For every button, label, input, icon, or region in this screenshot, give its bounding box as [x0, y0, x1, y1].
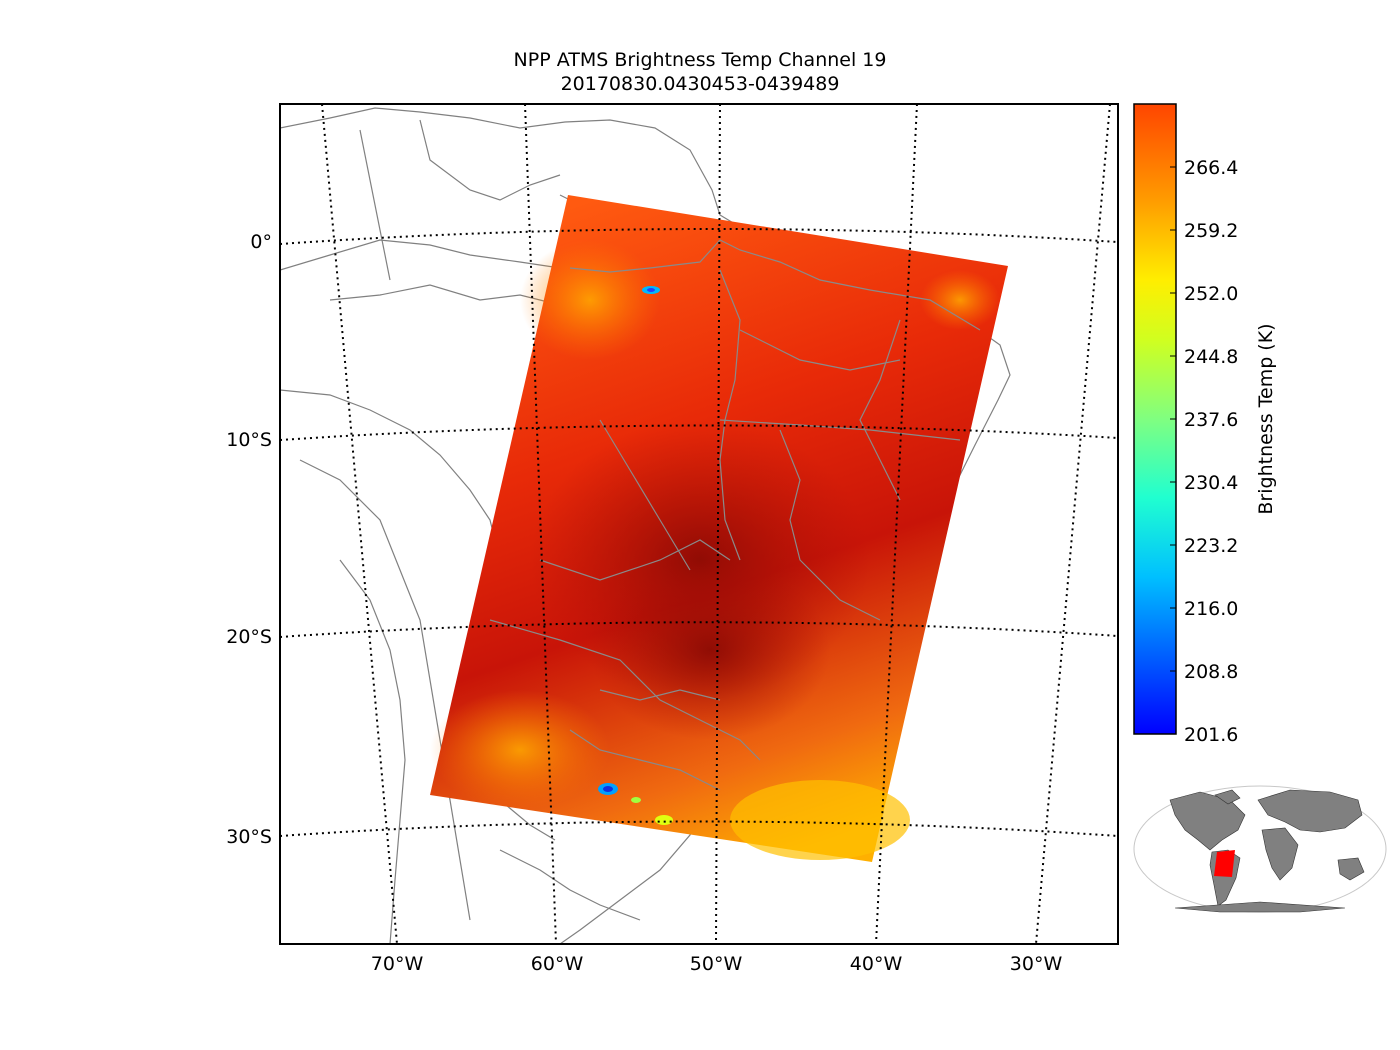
colorbar-tick-label: 259.2 [1184, 220, 1238, 242]
colorbar-tick-label: 216.0 [1184, 598, 1238, 620]
title-line-2: 20170830.0430453-0439489 [560, 73, 840, 95]
lat-label-20s: 20°S [226, 626, 272, 648]
lon-label-70w: 70°W [371, 953, 424, 975]
lat-label-30s: 30°S [226, 826, 272, 848]
map-frame [279, 103, 1119, 945]
colorbar-tick-label: 237.6 [1184, 409, 1238, 431]
lon-label-30w: 30°W [1010, 953, 1063, 975]
colorbar-tick-label: 208.8 [1184, 661, 1238, 683]
colorbar-tick-label: 230.4 [1184, 472, 1238, 494]
longitude-labels: 70°W 60°W 50°W 40°W 30°W [371, 953, 1063, 975]
brightness-swath [430, 195, 1008, 862]
inset-globe [1133, 785, 1387, 913]
colorbar-tick-label: 223.2 [1184, 535, 1238, 557]
colorbar-label: Brightness Temp (K) [1255, 323, 1277, 514]
colorbar-ticks: 201.6 208.8 216.0 223.2 230.4 237.6 244.8 252.0… [1170, 157, 1238, 746]
lon-label-60w: 60°W [531, 953, 584, 975]
title-line-1: NPP ATMS Brightness Temp Channel 19 [513, 49, 887, 71]
map-area [280, 104, 1118, 944]
colorbar-tick-label: 266.4 [1184, 157, 1238, 179]
colorbar-tick-label: 244.8 [1184, 346, 1238, 368]
colorbar-gradient [1133, 103, 1177, 735]
inset-swath-marker [1214, 850, 1235, 877]
lon-label-40w: 40°W [850, 953, 903, 975]
graticule [280, 104, 1118, 944]
lon-label-50w: 50°W [690, 953, 743, 975]
colorbar: 201.6 208.8 216.0 223.2 230.4 237.6 244.8 252.0… [1133, 103, 1277, 746]
latitude-labels: 0° 10°S 20°S 30°S [226, 231, 272, 848]
chart-title: NPP ATMS Brightness Temp Channel 19 2017… [280, 48, 1120, 96]
lat-label-0: 0° [250, 231, 272, 253]
colorbar-tick-label: 252.0 [1184, 283, 1238, 305]
colorbar-tick-label: 201.6 [1184, 724, 1238, 746]
lat-label-10s: 10°S [226, 429, 272, 451]
